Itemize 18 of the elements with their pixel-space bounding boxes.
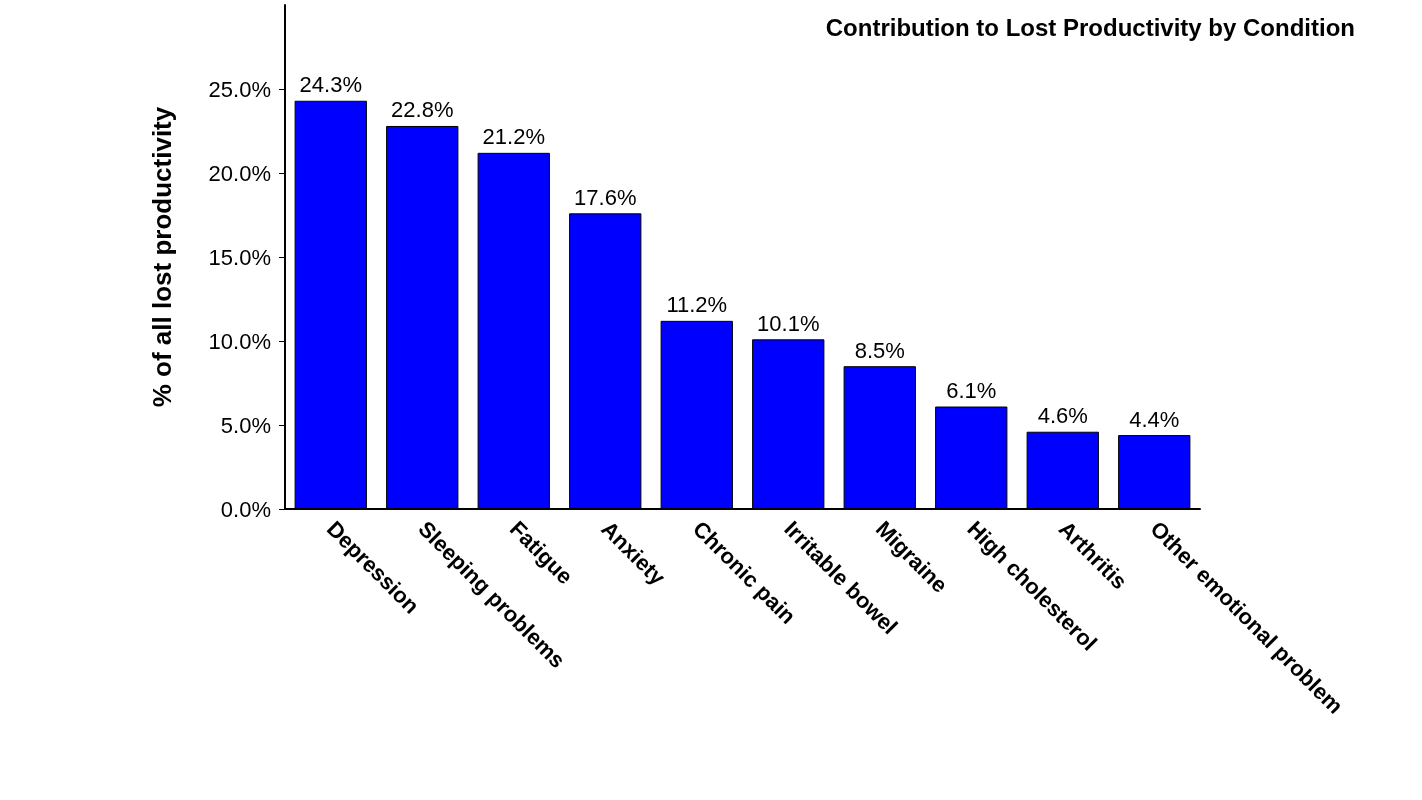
data-label: 24.3% [299,72,362,98]
data-label: 4.6% [1037,403,1088,429]
y-tick-label: 5.0% [220,412,271,438]
data-label: 21.2% [482,124,545,150]
data-label: 11.2% [666,292,728,318]
chart-title: Contribution to Lost Productivity by Condition [825,13,1355,41]
data-label: 10.1% [757,310,820,336]
data-label: 8.5% [854,337,905,363]
data-label: 6.1% [946,378,997,404]
y-tick-label: 15.0% [208,244,271,270]
y-tick-label: 10.0% [208,328,271,354]
data-label: 22.8% [391,97,454,123]
y-tick-label: 20.0% [208,160,271,186]
data-label: 4.4% [1129,406,1180,432]
data-label: 17.6% [574,184,637,210]
y-axis-title: % of all lost productivity [147,106,177,408]
y-tick-label: 25.0% [208,76,271,102]
y-tick-label: 0.0% [220,496,271,522]
